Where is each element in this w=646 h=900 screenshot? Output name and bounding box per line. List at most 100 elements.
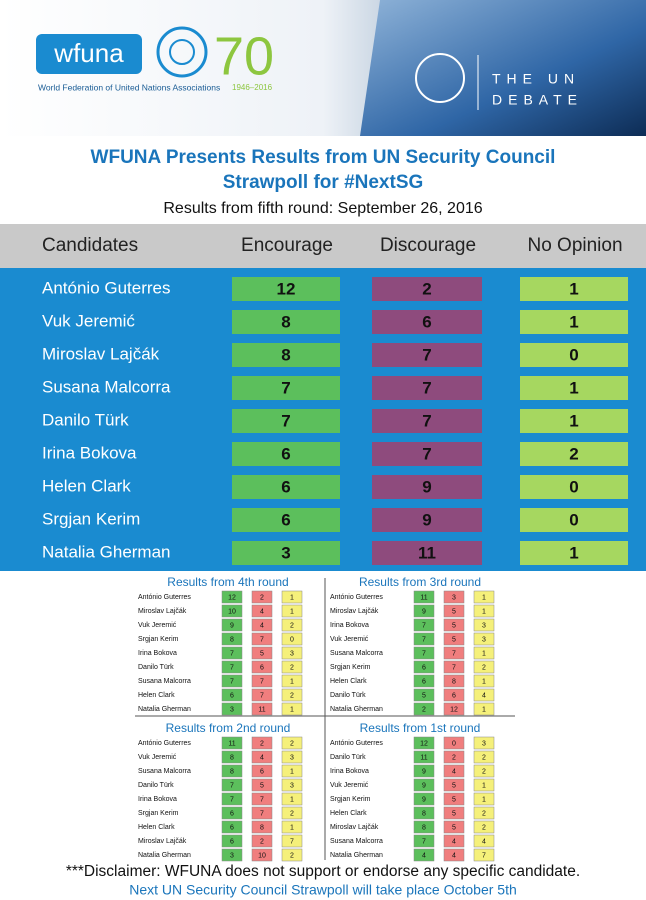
candidate-name: Helen Clark xyxy=(138,692,175,699)
cell-value: 0 xyxy=(569,510,578,529)
cell-value: 11 xyxy=(420,594,427,601)
cell xyxy=(443,736,465,750)
cell-value: 1 xyxy=(569,279,578,298)
column-header: Candidates xyxy=(42,235,138,256)
cell-value: 2 xyxy=(290,810,294,817)
cell-value: 2 xyxy=(482,664,486,671)
cell-value: 3 xyxy=(230,852,234,859)
cell-value: 2 xyxy=(260,594,264,601)
cell xyxy=(281,736,303,750)
candidate-name: Susana Malcorra xyxy=(42,377,171,396)
candidate-name: Danilo Türk xyxy=(138,782,174,789)
cell-value: 7 xyxy=(452,664,456,671)
cell-value: 7 xyxy=(230,782,234,789)
cell xyxy=(251,618,273,632)
round-title: Results from 4th round xyxy=(167,575,288,589)
cell-value: 7 xyxy=(230,664,234,671)
disclaimer: ***Disclaimer: WFUNA does not support or… xyxy=(66,863,580,880)
cell xyxy=(221,618,243,632)
candidate-name: Vuk Jeremić xyxy=(42,311,135,330)
cell xyxy=(281,792,303,806)
cell-value: 4 xyxy=(452,838,456,845)
cell xyxy=(520,541,628,565)
cell-value: 8 xyxy=(422,810,426,817)
candidate-name: Susana Malcorra xyxy=(330,650,383,657)
cell xyxy=(232,310,340,334)
candidate-name: Natalia Gherman xyxy=(138,706,191,713)
cell xyxy=(473,618,495,632)
cell-value: 2 xyxy=(290,622,294,629)
candidate-name: Srgjan Kerim xyxy=(138,636,179,643)
cell xyxy=(232,343,340,367)
cell xyxy=(281,848,303,862)
cell-value: 1 xyxy=(569,312,578,331)
cell-value: 12 xyxy=(420,740,428,747)
candidate-name: Srgjan Kerim xyxy=(42,509,140,528)
cell xyxy=(221,792,243,806)
cell xyxy=(221,590,243,604)
cell xyxy=(372,409,482,433)
cell xyxy=(413,702,435,716)
candidate-name: Helen Clark xyxy=(330,678,367,685)
cell-value: 7 xyxy=(422,345,431,364)
cell xyxy=(413,806,435,820)
cell xyxy=(281,632,303,646)
cell-value: 6 xyxy=(422,678,426,685)
candidate-name: Irina Bokova xyxy=(330,622,369,629)
cell-value: 1 xyxy=(569,543,578,562)
cell xyxy=(473,848,495,862)
cell-value: 1 xyxy=(290,678,294,685)
cell xyxy=(473,834,495,848)
cell-value: 3 xyxy=(482,636,486,643)
cell xyxy=(251,702,273,716)
cell xyxy=(443,820,465,834)
cell xyxy=(281,674,303,688)
candidate-name: António Guterres xyxy=(42,278,171,297)
cell-value: 8 xyxy=(281,345,290,364)
cell xyxy=(251,778,273,792)
candidate-name: Danilo Türk xyxy=(138,664,174,671)
cell-value: 5 xyxy=(452,796,456,803)
cell-value: 7 xyxy=(230,678,234,685)
cell-value: 9 xyxy=(422,510,431,529)
cell-value: 7 xyxy=(281,411,290,430)
cell-value: 1 xyxy=(482,650,486,657)
cell xyxy=(520,442,628,466)
cell xyxy=(281,820,303,834)
cell-value: 8 xyxy=(230,636,234,643)
candidate-name: Helen Clark xyxy=(42,476,131,495)
round-title: Results from 2nd round xyxy=(166,721,291,735)
cell-value: 7 xyxy=(482,852,486,859)
candidate-name: Natalia Gherman xyxy=(42,542,171,561)
cell xyxy=(221,848,243,862)
cell xyxy=(232,442,340,466)
cell xyxy=(413,764,435,778)
cell xyxy=(473,736,495,750)
cell xyxy=(443,834,465,848)
cell xyxy=(232,475,340,499)
cell-value: 5 xyxy=(260,782,264,789)
cell-value: 11 xyxy=(420,754,427,761)
cell xyxy=(281,764,303,778)
cell-value: 1 xyxy=(290,706,294,713)
cell xyxy=(443,792,465,806)
cell-value: 11 xyxy=(258,706,265,713)
subtitle: Results from fifth round: September 26, … xyxy=(163,200,482,217)
cell-value: 12 xyxy=(450,706,458,713)
cell-value: 9 xyxy=(422,782,426,789)
candidate-name: Srgjan Kerim xyxy=(138,810,179,817)
cell-value: 2 xyxy=(452,754,456,761)
cell-value: 1 xyxy=(482,796,486,803)
cell xyxy=(251,750,273,764)
cell-value: 1 xyxy=(290,824,294,831)
cell xyxy=(473,778,495,792)
cell-value: 6 xyxy=(422,664,426,671)
cell xyxy=(413,646,435,660)
candidate-name: Miroslav Lajčák xyxy=(330,608,379,615)
candidate-name: Miroslav Lajčák xyxy=(42,344,160,363)
cell-value: 3 xyxy=(290,650,294,657)
cell xyxy=(413,834,435,848)
cell xyxy=(232,409,340,433)
cell xyxy=(251,736,273,750)
cell xyxy=(473,590,495,604)
